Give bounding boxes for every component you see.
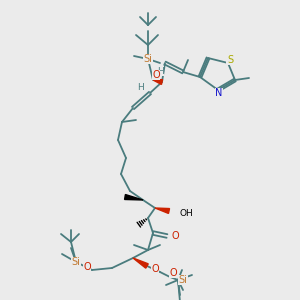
Text: H: H xyxy=(136,82,143,91)
Text: S: S xyxy=(227,55,233,65)
Text: N: N xyxy=(215,88,223,98)
Text: O: O xyxy=(83,262,91,272)
Text: OH: OH xyxy=(179,208,193,217)
Text: O: O xyxy=(169,268,177,278)
Polygon shape xyxy=(153,80,163,84)
Text: O: O xyxy=(151,264,159,274)
Text: Si: Si xyxy=(72,257,80,267)
Polygon shape xyxy=(124,194,143,200)
Text: O: O xyxy=(152,70,160,80)
Polygon shape xyxy=(133,258,148,268)
Text: H: H xyxy=(157,67,164,76)
Text: O: O xyxy=(171,231,179,241)
Polygon shape xyxy=(155,208,169,213)
Text: Si: Si xyxy=(144,54,152,64)
Text: Si: Si xyxy=(178,275,188,285)
